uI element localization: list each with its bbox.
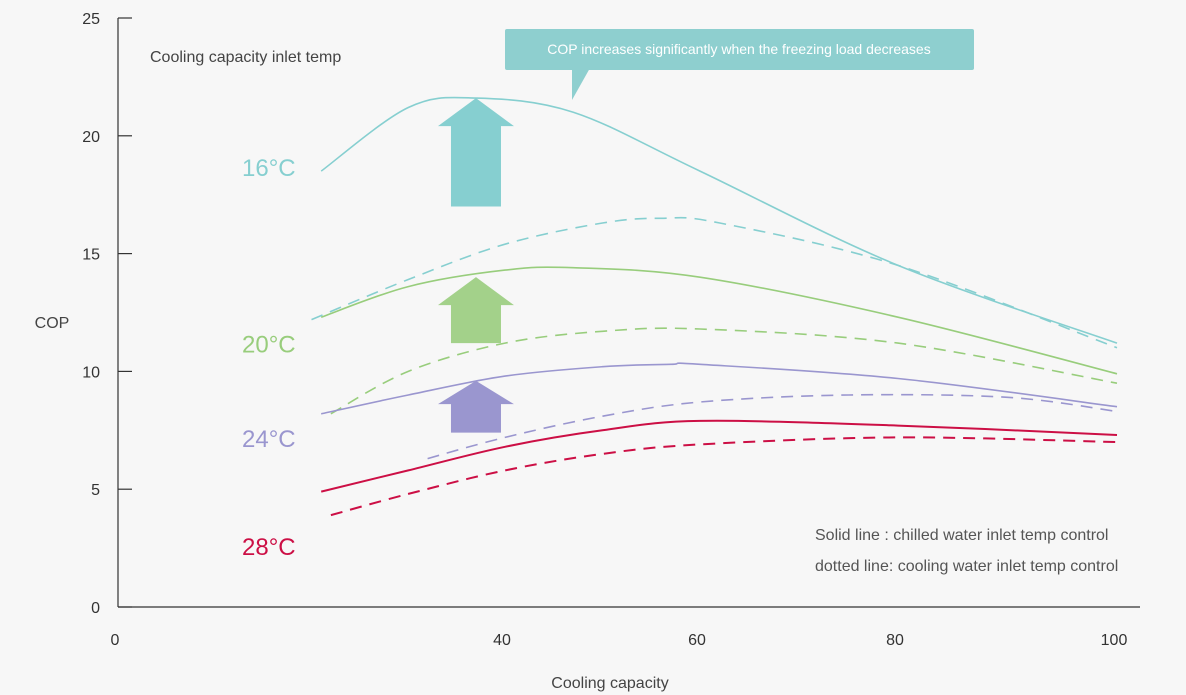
y-axis-title: COP [35,315,70,332]
temp-label: 16°C [242,155,296,182]
y-tick-label: 15 [82,247,100,264]
y-tick-label: 20 [82,129,100,146]
series [311,96,1118,517]
x-tick-label: 100 [1101,632,1128,649]
y-tick-label: 25 [82,11,100,28]
increase-arrow [437,277,514,344]
arrows [437,98,514,433]
series-line-24c-solid [321,362,1118,415]
increase-arrow [437,380,514,433]
legend-title: Cooling capacity inlet temp [150,49,341,66]
temp-labels: 16°C 20°C 24°C 28°C [242,155,296,561]
temp-label: 20°C [242,332,296,359]
callout-pointer [572,68,590,100]
temp-label: 28°C [242,534,296,561]
series-line-20c-solid [320,266,1118,375]
series-line-28c-dashed [330,436,1118,517]
y-tick-label: 5 [91,482,100,499]
y-tick-label: 10 [82,364,100,381]
note-solid-line: Solid line : chilled water inlet temp co… [815,527,1108,544]
axes: 0 5 10 15 20 25 0 40 60 80 100 [82,11,1140,649]
x-axis-title: Cooling capacity [551,675,668,692]
x-tick-label: 0 [111,632,120,649]
increase-arrow [437,98,514,207]
callout: COP increases significantly when the fre… [505,29,974,100]
note-dotted-line: dotted line: cooling water inlet temp co… [815,558,1118,575]
series-line-28c-solid [320,419,1118,493]
series-line-16c-solid [320,96,1118,344]
callout-text: COP increases significantly when the fre… [547,41,930,57]
x-tick-label: 60 [688,632,706,649]
y-tick-label: 0 [91,600,100,617]
callout-box [505,29,974,70]
series-line-16c-dashed [311,216,1118,349]
temp-label: 24°C [242,426,296,453]
x-tick-label: 80 [886,632,904,649]
series-line-24c-dashed [427,393,1118,460]
x-tick-label: 40 [493,632,511,649]
